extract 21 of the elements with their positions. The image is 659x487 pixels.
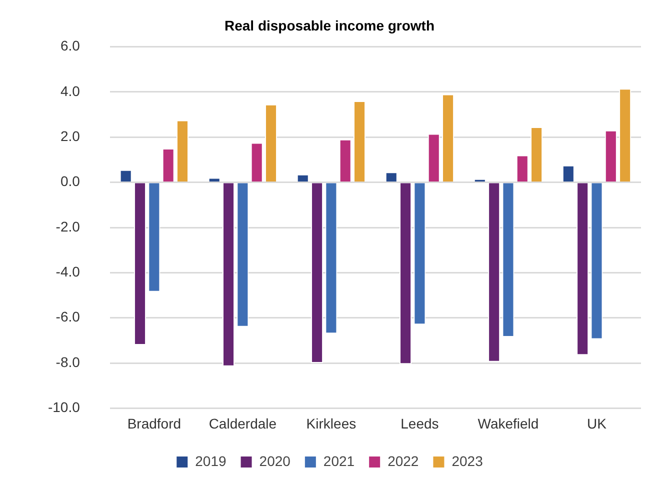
x-tick-label: Bradford [127, 415, 182, 432]
y-tick-label: -2.0 [56, 218, 80, 234]
x-tick-label: UK [587, 415, 608, 432]
chart-title: Real disposable income growth [224, 17, 435, 34]
y-tick-label: 0.0 [60, 173, 80, 190]
x-tick-label: Calderdale [208, 415, 277, 432]
legend-label: 2023 [452, 452, 484, 469]
legend-label: 2021 [323, 452, 355, 469]
y-tick-label: -8.0 [56, 354, 80, 370]
legend-label: 2019 [195, 452, 226, 469]
x-tick-label: Leeds [400, 415, 439, 432]
legend-label: 2020 [259, 452, 291, 469]
y-tick-label: -10.0 [48, 399, 80, 416]
y-tick-label: 4.0 [60, 82, 80, 99]
x-tick-label: Kirklees [306, 415, 356, 432]
y-tick-label: -4.0 [56, 264, 80, 280]
y-tick-label: 2.0 [60, 128, 80, 144]
y-tick-label: 6.0 [60, 38, 80, 54]
x-tick-label: Wakefield [478, 415, 539, 432]
legend-label: 2022 [388, 452, 419, 469]
y-tick-label: -6.0 [56, 308, 80, 325]
